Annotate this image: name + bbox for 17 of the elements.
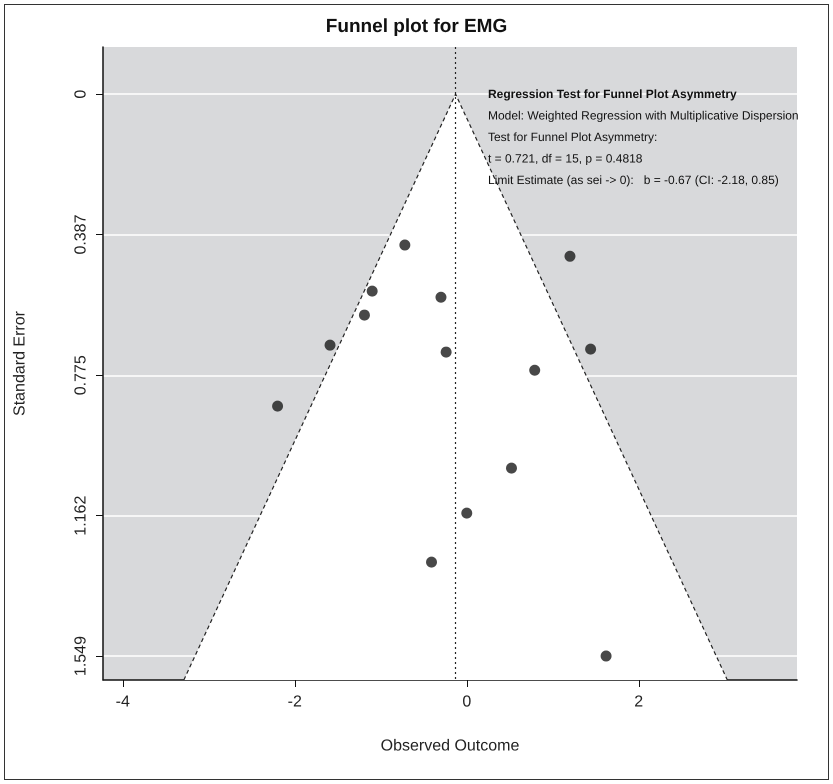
y-tick-label: 0.775 [72,355,90,396]
y-axis-title: Standard Error [12,310,28,416]
annotation: Limit Estimate (as sei -> 0): b = -0.67 (CI: -2.18, 0.85) [488,173,779,187]
y-tick-label: 1.549 [72,636,90,676]
annotation: Test for Funnel Plot Asymmetry: [488,130,658,144]
x-axis-title: Observed Outcome [380,738,520,754]
chart-title: Funnel plot for EMG [326,16,508,37]
x-tick-label: 2 [634,694,644,710]
x-tick-label: -4 [116,694,130,710]
annotation: Regression Test for Funnel Plot Asymmetry [488,87,738,101]
annotation: Model: Weighted Regression with Multiplicative Dispersion [488,108,799,122]
x-tick-label: 0 [462,694,472,710]
annotation: t = 0.721, df = 15, p = 0.4818 [488,152,643,166]
y-tick-label: 1.162 [72,496,90,536]
y-tick-label: 0.387 [72,214,90,255]
y-tick-label: 0 [72,90,90,99]
x-tick-label: -2 [288,694,302,710]
